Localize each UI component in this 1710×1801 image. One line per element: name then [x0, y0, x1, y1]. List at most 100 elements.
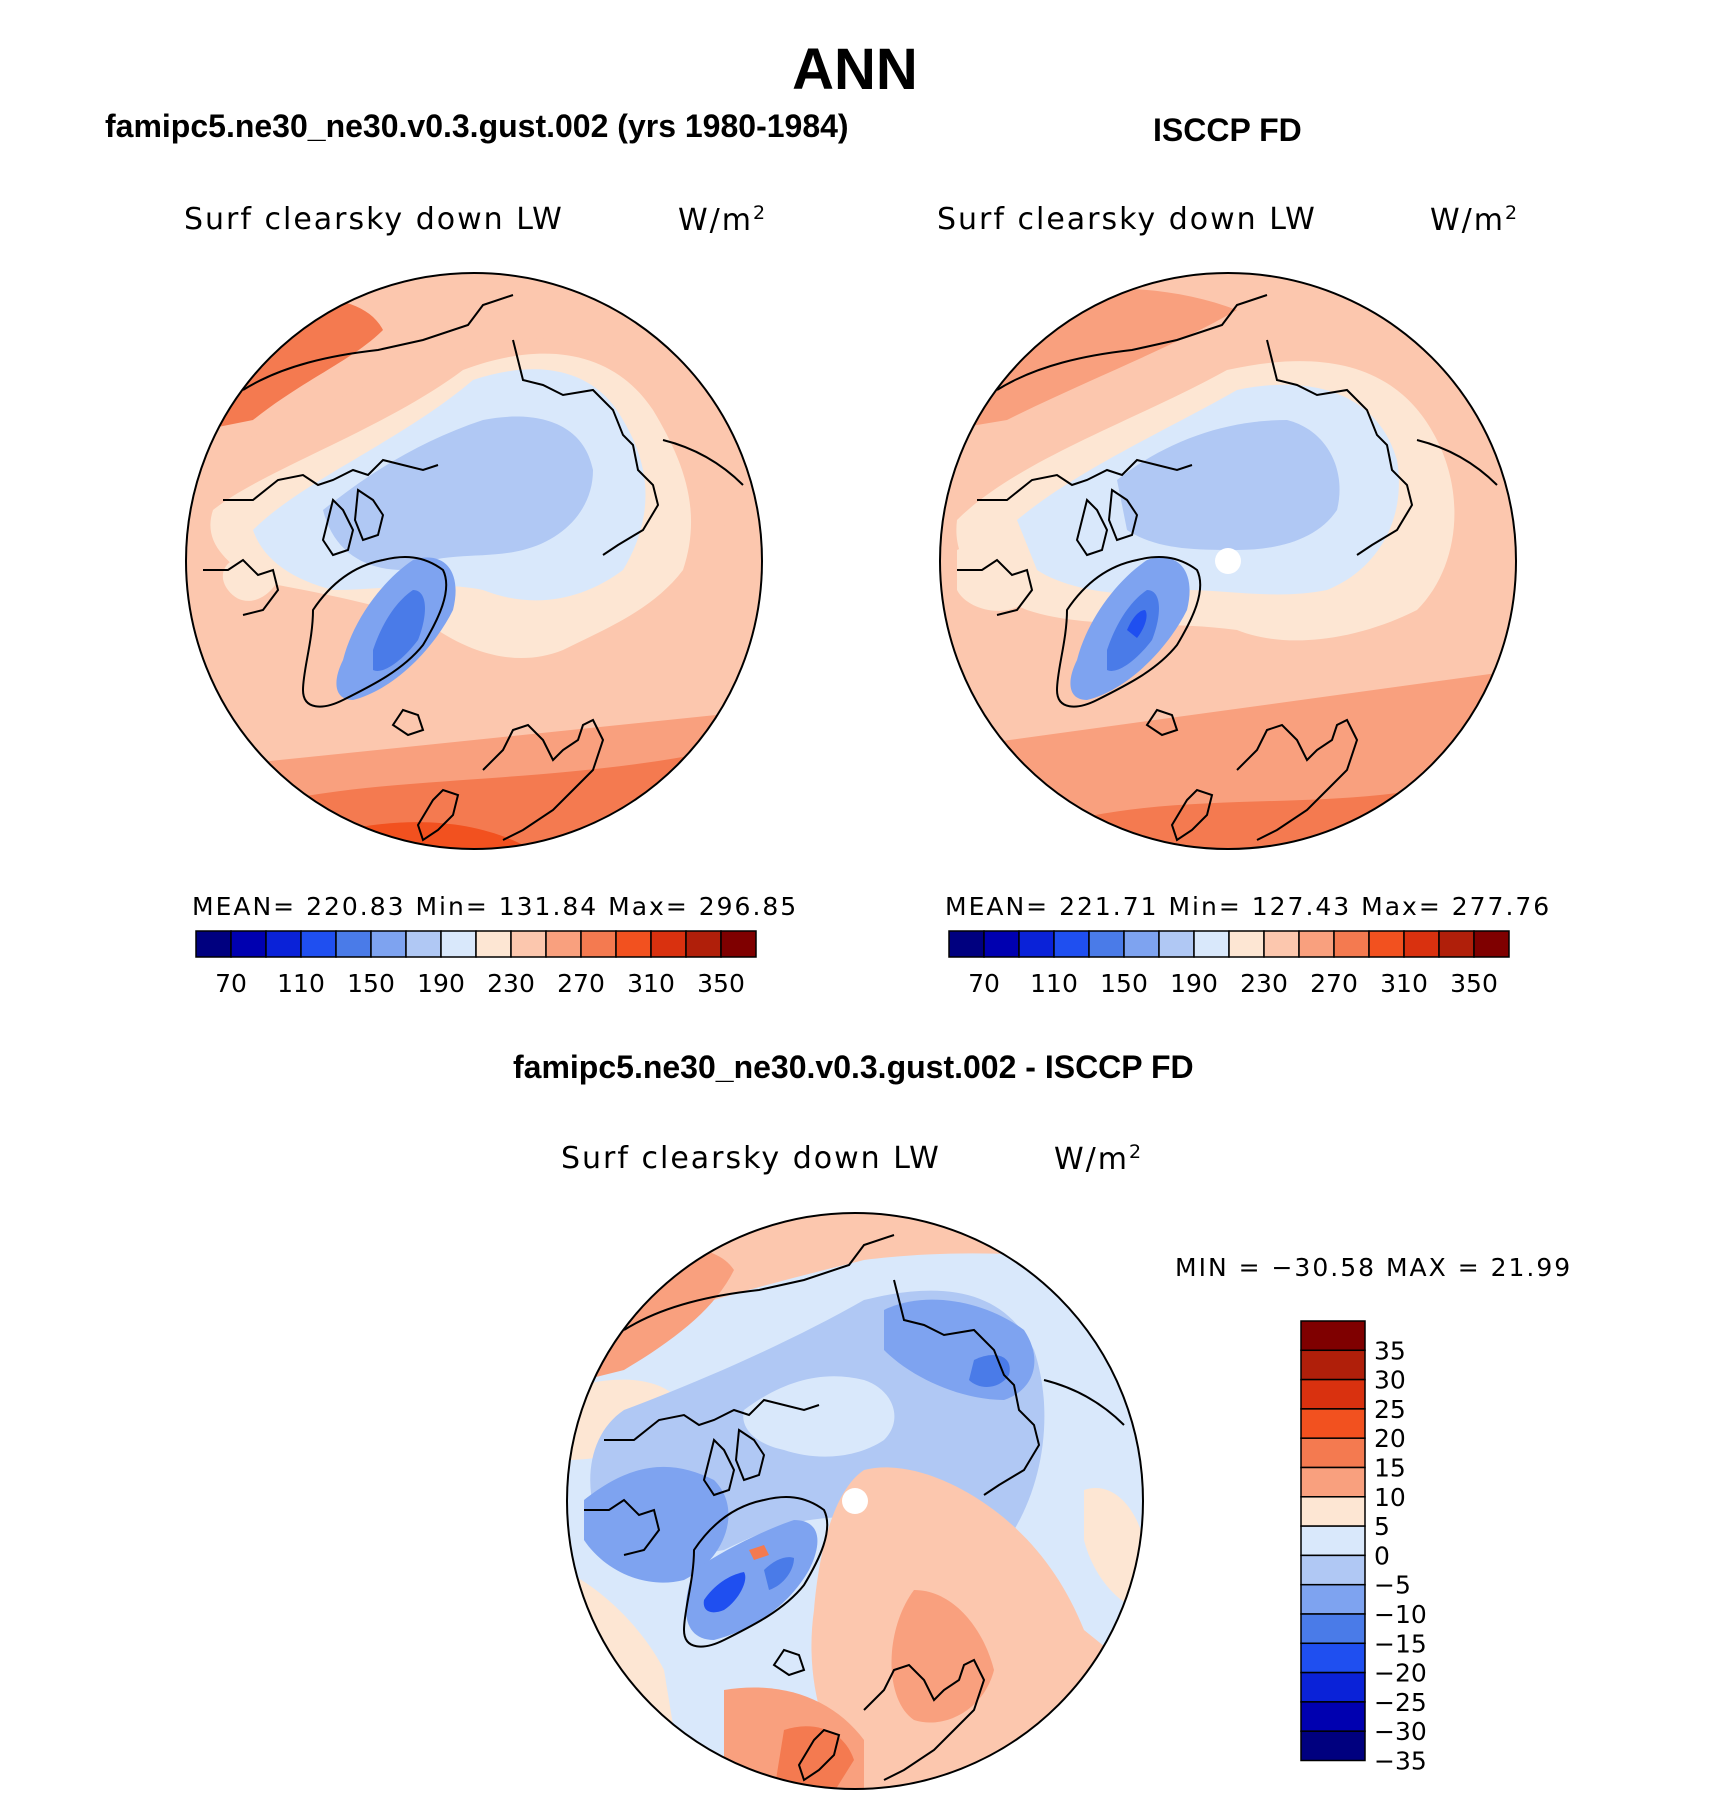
panel-1-colorbar-tick-label: 230	[487, 969, 535, 998]
diff-panel-title: famipc5.ne30_ne30.v0.3.gust.002 - ISCCP …	[513, 1049, 1194, 1085]
diff-panel-map	[566, 1212, 1144, 1790]
panel-1-colorbar-tick-label: 70	[215, 969, 247, 998]
diff-panel-stats: MIN = −30.58 MAX = 21.99	[1175, 1253, 1573, 1282]
panel-2-colorbar-tick-label: 110	[1030, 969, 1078, 998]
panel-1-colorbar-ticks: 70 110 150 190 230 270 310 350	[215, 969, 745, 998]
panel-2-colorbar-box	[1298, 930, 1335, 958]
diff-panel-colorbar-tick-label: −5	[1374, 1571, 1411, 1600]
diff-panel-colorbar-tick-label: −35	[1374, 1747, 1427, 1776]
panel-2-colorbar-tick-label: 270	[1310, 969, 1358, 998]
diff-panel-colorbar-boxes	[1300, 1320, 1366, 1762]
panel-1-colorbar-box	[195, 930, 232, 958]
panel-2-colorbar-box	[1263, 930, 1300, 958]
panel-1-colorbar-box	[615, 930, 652, 958]
panel-2-colorbar-tick-label: 310	[1380, 969, 1428, 998]
panel-2-colorbar-tick-label: 70	[968, 969, 1000, 998]
panel-2-colorbar-box	[1228, 930, 1265, 958]
diff-panel-colorbar-tick-label: 5	[1374, 1512, 1390, 1541]
panel-1-colorbar-box	[580, 930, 617, 958]
panel-2-colorbar-box	[948, 930, 985, 958]
panel-2-colorbar-box	[1473, 930, 1510, 958]
diff-panel-colorbar-box	[1300, 1701, 1366, 1732]
panel-1-colorbar-box	[335, 930, 372, 958]
panel-2-colorbar-tick-label: 190	[1170, 969, 1218, 998]
panel-1-colorbar-tick-label: 150	[347, 969, 395, 998]
panel-1-unit: W/m2	[678, 202, 768, 238]
diff-panel-colorbar-box	[1300, 1642, 1366, 1674]
panel-2-colorbar-box	[1333, 930, 1370, 958]
panel-1-colorbar-box	[475, 930, 512, 958]
panel-1-colorbar-box	[685, 930, 722, 958]
diff-panel-colorbar-tick-label: −25	[1374, 1688, 1427, 1717]
panel-2-colorbar-box	[1123, 930, 1160, 958]
panel-2-unit: W/m2	[1430, 202, 1520, 238]
panel-2-colorbar-box	[1438, 930, 1475, 958]
panel-1-colorbar-box	[300, 930, 337, 958]
panel-2-colorbar-ticks: 70 110 150 190 230 270 310 350	[968, 969, 1498, 998]
panel-1-colorbar-box	[440, 930, 477, 958]
panel-1-colorbar-box	[510, 930, 547, 958]
panel-1-colorbar-box	[370, 930, 407, 958]
panel-2-colorbar-box	[1403, 930, 1440, 958]
diff-panel-colorbar-tick-label: −20	[1374, 1659, 1427, 1688]
panel-1-colorbar-box	[720, 930, 757, 958]
diff-panel-colorbar-box	[1300, 1466, 1366, 1498]
diff-panel-colorbar-tick-label: 20	[1374, 1424, 1406, 1453]
panel-2-colorbar-box	[1193, 930, 1230, 958]
panel-1-colorbar-tick-label: 350	[697, 969, 745, 998]
panel-2-colorbar-box	[983, 930, 1020, 958]
diff-panel-colorbar-tick-label: 0	[1374, 1541, 1390, 1570]
panel-1-colorbar-box	[405, 930, 442, 958]
diff-panel-colorbar-tick-label: −15	[1374, 1629, 1427, 1658]
diff-panel-colorbar-tick-label: 35	[1374, 1336, 1406, 1365]
diff-panel-colorbar-box	[1300, 1437, 1366, 1469]
diff-panel-colorbar-box	[1300, 1525, 1366, 1557]
panel-1-colorbar-box	[650, 930, 687, 958]
panel-2-stats: MEAN= 221.71 Min= 127.43 Max= 277.76	[945, 892, 1552, 921]
diff-panel-unit: W/m2	[1054, 1141, 1144, 1177]
panel-2-map	[939, 272, 1517, 850]
diff-panel-colorbar-box	[1300, 1408, 1366, 1439]
panel-2-colorbar-box	[1158, 930, 1195, 958]
diff-panel-colorbar-box	[1300, 1554, 1366, 1586]
panel-2-colorbar-tick-label: 150	[1100, 969, 1148, 998]
panel-2-colorbar-tick-label: 230	[1240, 969, 1288, 998]
panel-1-colorbar-box	[545, 930, 582, 958]
diff-panel-colorbar-box	[1300, 1496, 1366, 1527]
panel-2-colorbar-tick-label: 350	[1450, 969, 1498, 998]
panel-2-title: ISCCP FD	[1153, 112, 1302, 148]
panel-1-colorbar-tick-label: 110	[277, 969, 325, 998]
panel-1-variable: Surf clearsky down LW	[184, 202, 564, 237]
diff-panel-colorbar-tick-label: −30	[1374, 1717, 1427, 1746]
panel-2-colorbar: 70 110 150 190 230 270 310 350	[948, 930, 1510, 998]
diff-panel-colorbar-box	[1300, 1671, 1366, 1703]
panel-2-colorbar-box	[1368, 930, 1405, 958]
diff-panel-colorbar-tick-label: −10	[1374, 1600, 1427, 1629]
panel-1-colorbar-boxes	[195, 930, 757, 958]
panel-2-colorbar-box	[1018, 930, 1055, 958]
diff-panel-colorbar-box	[1300, 1378, 1366, 1410]
panel-1-colorbar-box	[265, 930, 302, 958]
panel-2-colorbar-box	[1088, 930, 1125, 958]
diff-panel-colorbar-box	[1300, 1349, 1366, 1381]
panel-2-colorbar-box	[1053, 930, 1090, 958]
diff-panel-colorbar-tick-label: 25	[1374, 1395, 1406, 1424]
diff-panel-variable: Surf clearsky down LW	[561, 1141, 941, 1176]
diff-panel-colorbar-tick-label: 15	[1374, 1454, 1406, 1483]
panel-1-colorbar: 70 110 150 190 230 270 310 350	[195, 930, 757, 998]
panel-1-colorbar-tick-label: 270	[557, 969, 605, 998]
panel-1-colorbar-box	[230, 930, 267, 958]
diff-panel-colorbar-box	[1300, 1320, 1366, 1352]
panel-1-colorbar-tick-label: 310	[627, 969, 675, 998]
panel-1-map	[185, 272, 763, 850]
diff-panel-colorbar-tick-label: 30	[1374, 1366, 1406, 1395]
diff-panel-colorbar-box	[1300, 1583, 1366, 1615]
panel-1-stats: MEAN= 220.83 Min= 131.84 Max= 296.85	[192, 892, 799, 921]
panel-1-title: famipc5.ne30_ne30.v0.3.gust.002 (yrs 198…	[105, 108, 849, 144]
panel-2-variable: Surf clearsky down LW	[937, 202, 1317, 237]
diff-panel-colorbar-tick-label: 10	[1374, 1483, 1406, 1512]
diff-panel-colorbar-box	[1300, 1613, 1366, 1645]
panel-1-colorbar-tick-label: 190	[417, 969, 465, 998]
